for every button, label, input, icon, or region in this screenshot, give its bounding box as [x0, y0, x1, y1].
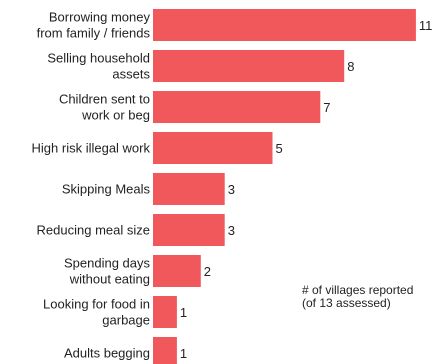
bar-3 — [153, 132, 273, 164]
bar-2 — [153, 91, 321, 123]
value-label-4: 3 — [228, 182, 235, 197]
category-label-8: Adults begging — [64, 346, 150, 361]
category-label-2: Children sent to work or beg — [59, 92, 150, 123]
category-label-4: Skipping Meals — [62, 182, 151, 197]
value-label-6: 2 — [204, 264, 211, 279]
chart-annotation: # of villages reported (of 13 assessed) — [302, 284, 413, 310]
value-label-8: 1 — [180, 346, 187, 361]
bar-4 — [153, 173, 225, 205]
bar-5 — [153, 214, 225, 246]
category-label-3: High risk illegal work — [32, 141, 151, 156]
value-label-3: 5 — [276, 141, 283, 156]
category-label-5: Reducing meal size — [37, 223, 150, 238]
bar-8 — [153, 337, 177, 364]
annotation-line-2: (of 13 assessed) — [302, 296, 391, 310]
bar-7 — [153, 296, 177, 328]
annotation-line-1: # of villages reported — [302, 283, 414, 297]
bar-0 — [153, 9, 416, 41]
category-label-7: Looking for food in garbage — [43, 297, 150, 328]
value-label-7: 1 — [180, 305, 187, 320]
value-label-0: 11 — [419, 18, 433, 33]
value-label-5: 3 — [228, 223, 235, 238]
value-label-2: 7 — [323, 100, 330, 115]
value-label-1: 8 — [347, 59, 354, 74]
bar-1 — [153, 50, 345, 82]
category-label-1: Selling household assets — [47, 51, 150, 82]
bar-6 — [153, 255, 201, 287]
category-label-0: Borrowing money from family / friends — [37, 10, 151, 41]
category-label-6: Spending days without eating — [64, 256, 151, 287]
